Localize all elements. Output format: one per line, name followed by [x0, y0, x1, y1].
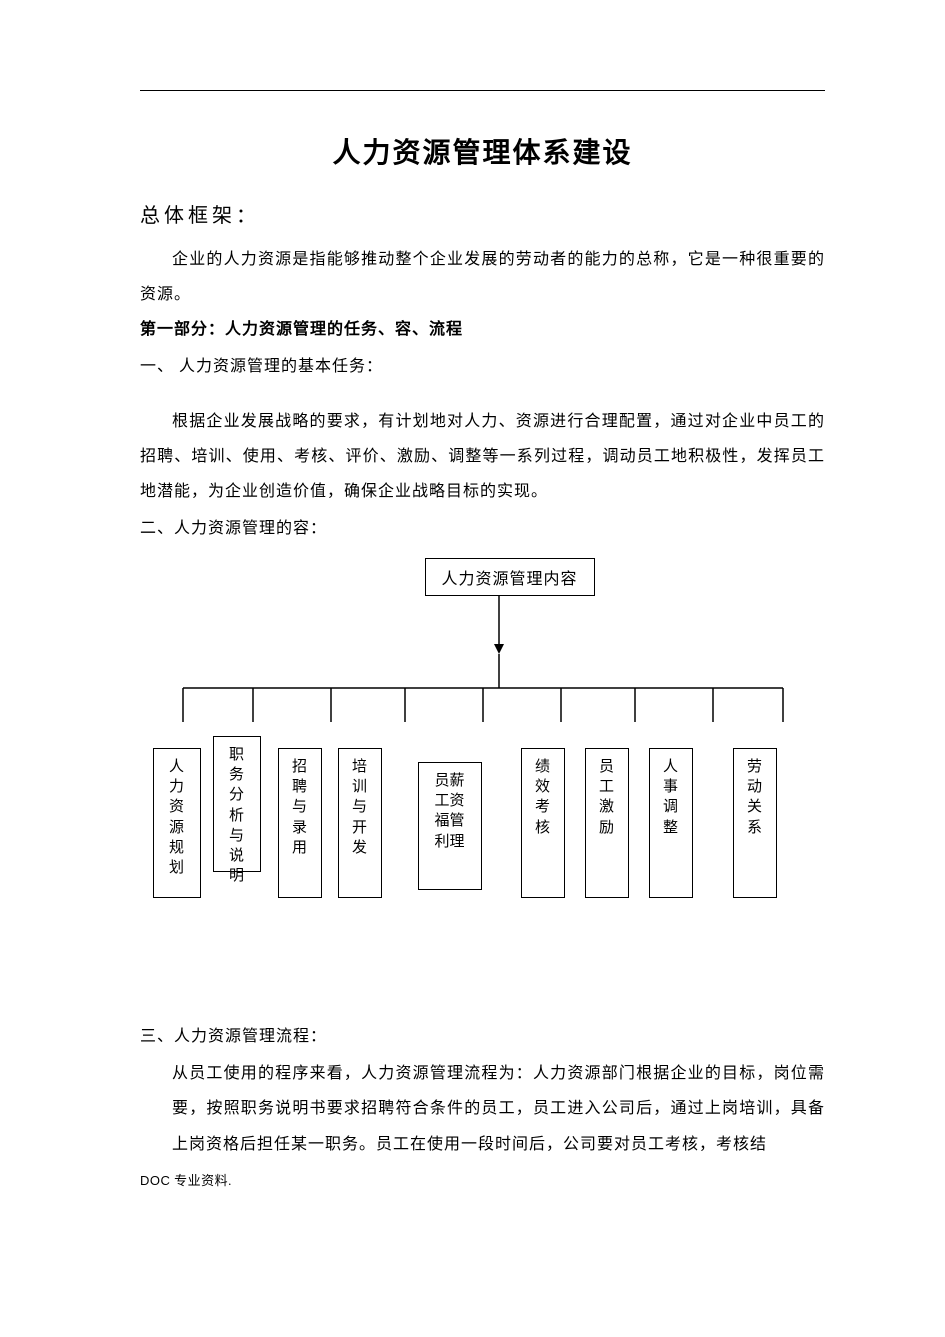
diagram-node-column: 培训与开发: [352, 757, 367, 858]
diagram-node-column: 招聘与录用: [292, 757, 307, 858]
top-horizontal-rule: [140, 90, 825, 91]
section-3-heading: 三、人力资源管理流程：: [140, 1018, 825, 1056]
diagram-node-column: 劳动关系: [747, 757, 762, 838]
diagram-child-node: 劳动关系: [733, 748, 777, 898]
diagram-child-node: 培训与开发: [338, 748, 382, 898]
diagram-node-column: 人力资源规划: [169, 757, 184, 879]
diagram-node-column: 员工激励: [599, 757, 614, 838]
footer-text: 专业资料.: [170, 1173, 232, 1188]
overview-paragraph: 企业的人力资源是指能够推动整个企业发展的劳动者的能力的总称，它是一种很重要的资源…: [140, 242, 825, 312]
diagram-child-node: 职务分析与说明: [213, 736, 261, 872]
page-footer: DOC 专业资料.: [140, 1170, 825, 1189]
section-1-heading: 一、 人力资源管理的基本任务：: [140, 348, 825, 386]
diagram-child-node: 绩效考核: [521, 748, 565, 898]
section-1-body: 根据企业发展战略的要求，有计划地对人力、资源进行合理配置，通过对企业中员工的招聘…: [140, 404, 825, 510]
footer-doc-label: DOC: [140, 1173, 170, 1188]
diagram-child-node: 招聘与录用: [278, 748, 322, 898]
document-title: 人力资源管理体系建设: [140, 131, 825, 171]
part1-heading: 第一部分：人力资源管理的任务、容、流程: [140, 312, 825, 347]
diagram-node-column: 绩效考核: [535, 757, 550, 838]
diagram-child-node: 员工激励: [585, 748, 629, 898]
section-2-heading: 二、人力资源管理的容：: [140, 510, 825, 548]
diagram-node-column: 员工福利: [434, 771, 449, 852]
hr-content-tree-diagram: 人力资源管理内容人力资源规划职务分析与说明招聘与录用培训与开发员工福利薪资管理绩…: [153, 558, 813, 958]
diagram-child-node: 员工福利薪资管理: [418, 762, 482, 890]
diagram-node-column: 薪资管理: [450, 771, 465, 852]
spacer: [140, 386, 825, 404]
diagram-node-column: 人事调整: [663, 757, 678, 838]
diagram-child-node: 人力资源规划: [153, 748, 201, 898]
diagram-child-node: 人事调整: [649, 748, 693, 898]
diagram-node-column: 职务分析与说明: [229, 745, 244, 887]
diagram-root-node: 人力资源管理内容: [425, 558, 595, 596]
document-page: 人力资源管理体系建设 总体框架： 企业的人力资源是指能够推动整个企业发展的劳动者…: [0, 0, 945, 1219]
section-3-body: 从员工使用的程序来看，人力资源管理流程为：人力资源部门根据企业的目标，岗位需要，…: [140, 1056, 825, 1162]
overview-heading: 总体框架：: [140, 199, 825, 228]
